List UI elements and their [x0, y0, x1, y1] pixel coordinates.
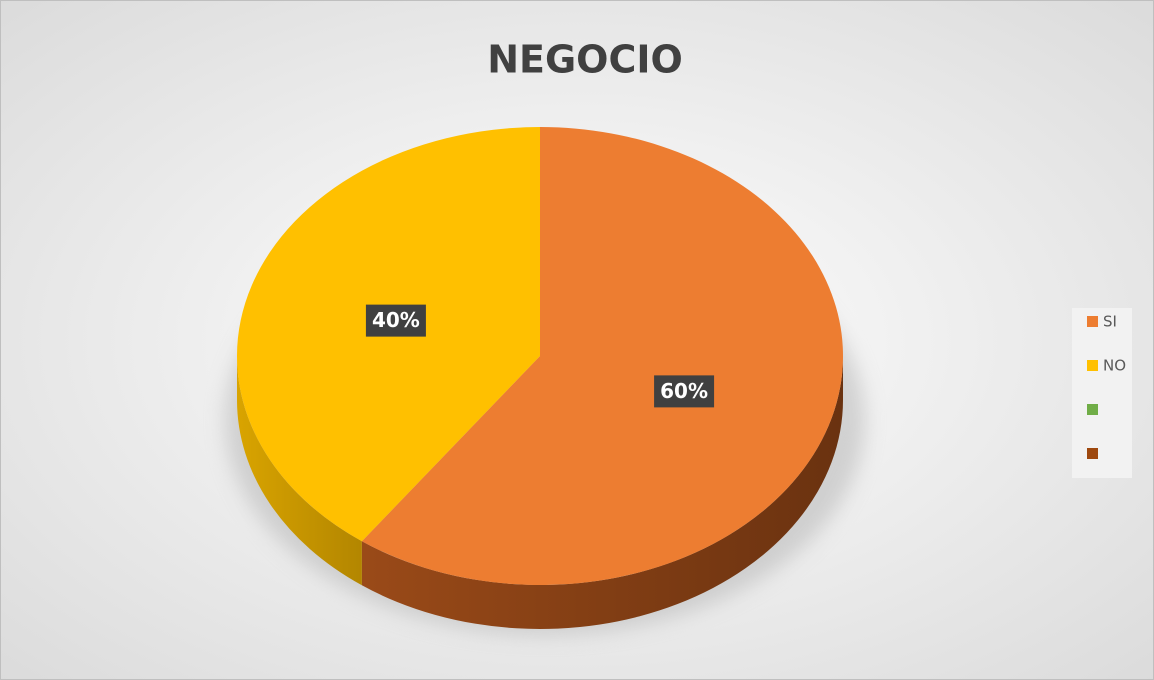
legend-label: SI — [1103, 313, 1117, 331]
legend-box — [1072, 308, 1132, 478]
slice — [361, 127, 843, 585]
slice-side — [361, 356, 844, 630]
data-label-box — [365, 304, 426, 337]
legend-swatch — [1087, 448, 1098, 459]
data-label: 40% — [372, 308, 420, 332]
legend-swatch — [1087, 404, 1098, 415]
legend-swatch — [1087, 316, 1098, 327]
data-label-box — [654, 375, 715, 408]
legend-swatch — [1087, 360, 1098, 371]
legend-label: NO — [1103, 357, 1126, 375]
data-label: 60% — [660, 379, 708, 403]
chart-title: NEGOCIO — [487, 38, 683, 82]
slice-side — [237, 356, 362, 586]
